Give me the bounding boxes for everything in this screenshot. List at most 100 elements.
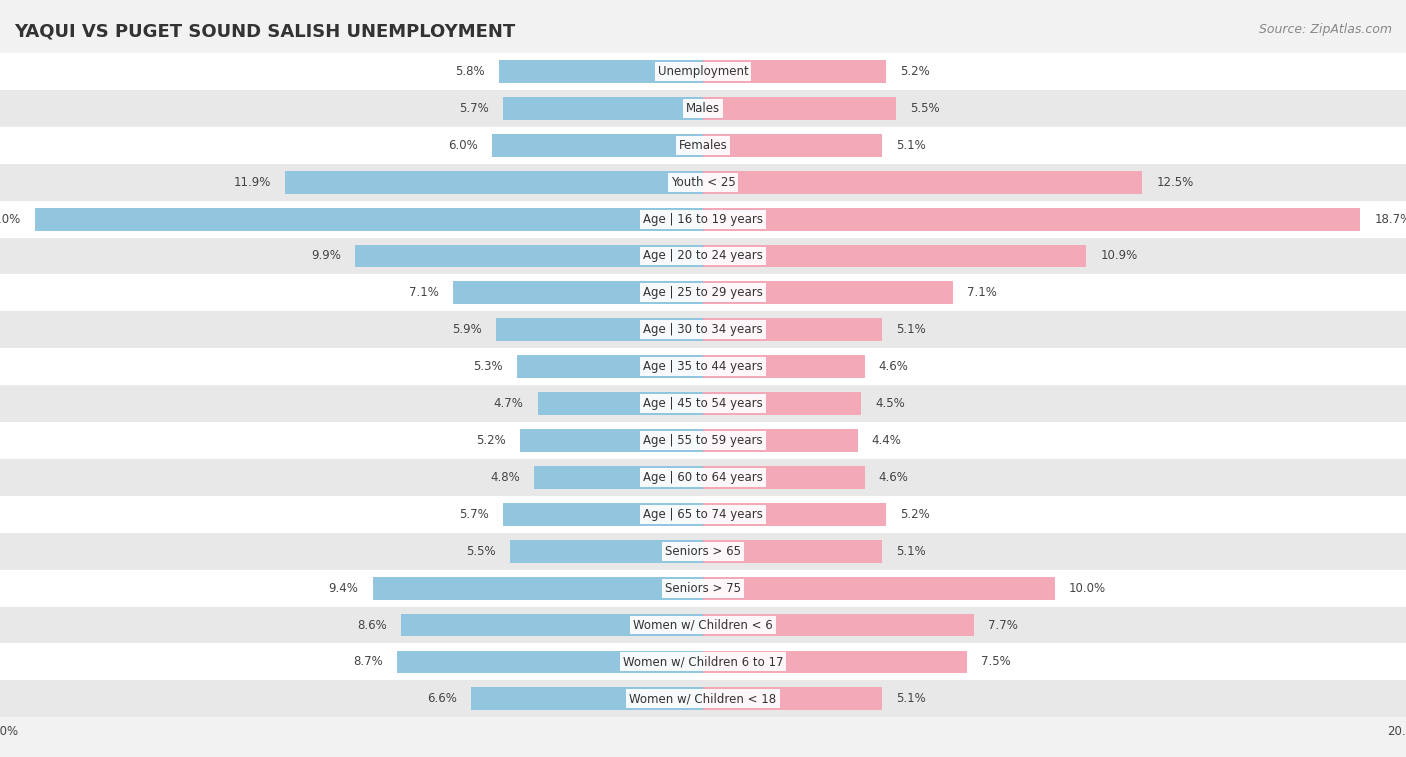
Text: Source: ZipAtlas.com: Source: ZipAtlas.com xyxy=(1258,23,1392,36)
Text: 5.2%: 5.2% xyxy=(477,434,506,447)
Bar xyxy=(703,97,897,120)
Text: 4.5%: 4.5% xyxy=(875,397,905,410)
Bar xyxy=(373,577,703,600)
Text: 7.5%: 7.5% xyxy=(981,656,1011,668)
Text: 5.7%: 5.7% xyxy=(458,508,489,521)
Bar xyxy=(703,466,865,489)
Bar xyxy=(354,245,703,267)
Text: Women w/ Children 6 to 17: Women w/ Children 6 to 17 xyxy=(623,656,783,668)
Text: 5.9%: 5.9% xyxy=(451,323,481,336)
Text: Age | 30 to 34 years: Age | 30 to 34 years xyxy=(643,323,763,336)
Bar xyxy=(496,319,703,341)
Bar xyxy=(703,540,883,562)
Bar xyxy=(0,275,1406,311)
Text: 7.1%: 7.1% xyxy=(409,286,439,299)
Bar xyxy=(454,282,703,304)
Text: 5.1%: 5.1% xyxy=(897,545,927,558)
Text: 12.5%: 12.5% xyxy=(1156,176,1194,188)
Bar xyxy=(703,245,1087,267)
Bar xyxy=(703,319,883,341)
Bar xyxy=(0,422,1406,459)
Text: 5.1%: 5.1% xyxy=(897,323,927,336)
Text: 5.2%: 5.2% xyxy=(900,508,929,521)
Bar xyxy=(703,134,883,157)
Text: Age | 65 to 74 years: Age | 65 to 74 years xyxy=(643,508,763,521)
Text: 6.6%: 6.6% xyxy=(427,693,457,706)
Bar xyxy=(520,429,703,452)
Text: Age | 20 to 24 years: Age | 20 to 24 years xyxy=(643,250,763,263)
Bar xyxy=(703,392,860,415)
Text: 8.7%: 8.7% xyxy=(353,656,382,668)
Bar xyxy=(510,540,703,562)
Text: 11.9%: 11.9% xyxy=(233,176,270,188)
Bar xyxy=(0,570,1406,606)
Bar xyxy=(499,60,703,83)
Bar xyxy=(703,503,886,526)
Bar xyxy=(285,171,703,194)
Text: 5.3%: 5.3% xyxy=(472,360,503,373)
Bar xyxy=(703,60,886,83)
Bar xyxy=(0,311,1406,348)
Bar xyxy=(503,503,703,526)
Text: Males: Males xyxy=(686,102,720,115)
Bar xyxy=(492,134,703,157)
Bar xyxy=(0,90,1406,127)
Bar xyxy=(0,53,1406,90)
Text: 9.4%: 9.4% xyxy=(329,581,359,595)
Text: 5.7%: 5.7% xyxy=(458,102,489,115)
Bar xyxy=(503,97,703,120)
Text: Age | 45 to 54 years: Age | 45 to 54 years xyxy=(643,397,763,410)
Bar xyxy=(703,355,865,378)
Text: 4.7%: 4.7% xyxy=(494,397,524,410)
Bar xyxy=(703,687,883,710)
Text: 10.9%: 10.9% xyxy=(1099,250,1137,263)
Text: 5.5%: 5.5% xyxy=(465,545,496,558)
Text: 4.8%: 4.8% xyxy=(491,471,520,484)
Bar xyxy=(703,614,973,637)
Text: Seniors > 75: Seniors > 75 xyxy=(665,581,741,595)
Bar xyxy=(0,606,1406,643)
Text: 4.6%: 4.6% xyxy=(879,360,908,373)
Text: 6.0%: 6.0% xyxy=(449,139,478,151)
Bar xyxy=(703,650,967,674)
Bar xyxy=(703,282,953,304)
Text: 10.0%: 10.0% xyxy=(1069,581,1105,595)
Bar xyxy=(0,127,1406,164)
Text: 5.8%: 5.8% xyxy=(456,65,485,78)
Text: Women w/ Children < 6: Women w/ Children < 6 xyxy=(633,618,773,631)
Text: Age | 60 to 64 years: Age | 60 to 64 years xyxy=(643,471,763,484)
Bar xyxy=(0,496,1406,533)
Text: 7.7%: 7.7% xyxy=(987,618,1018,631)
Text: Age | 25 to 29 years: Age | 25 to 29 years xyxy=(643,286,763,299)
Bar xyxy=(0,201,1406,238)
Text: 18.7%: 18.7% xyxy=(1374,213,1406,226)
Bar xyxy=(35,207,703,231)
Text: 19.0%: 19.0% xyxy=(0,213,21,226)
Bar xyxy=(0,459,1406,496)
Text: Age | 55 to 59 years: Age | 55 to 59 years xyxy=(643,434,763,447)
Bar xyxy=(0,643,1406,681)
Text: 5.1%: 5.1% xyxy=(897,139,927,151)
Bar xyxy=(703,577,1054,600)
Bar xyxy=(0,533,1406,570)
Text: Unemployment: Unemployment xyxy=(658,65,748,78)
Bar xyxy=(398,650,703,674)
Bar xyxy=(534,466,703,489)
Text: Age | 16 to 19 years: Age | 16 to 19 years xyxy=(643,213,763,226)
Text: 8.6%: 8.6% xyxy=(357,618,387,631)
Text: 5.5%: 5.5% xyxy=(911,102,941,115)
Bar xyxy=(0,238,1406,275)
Text: 5.2%: 5.2% xyxy=(900,65,929,78)
Text: YAQUI VS PUGET SOUND SALISH UNEMPLOYMENT: YAQUI VS PUGET SOUND SALISH UNEMPLOYMENT xyxy=(14,23,516,41)
Bar xyxy=(401,614,703,637)
Bar xyxy=(471,687,703,710)
Bar xyxy=(703,429,858,452)
Bar xyxy=(0,681,1406,718)
Bar xyxy=(517,355,703,378)
Bar xyxy=(0,385,1406,422)
Text: 9.9%: 9.9% xyxy=(311,250,340,263)
Text: 4.6%: 4.6% xyxy=(879,471,908,484)
Text: Age | 35 to 44 years: Age | 35 to 44 years xyxy=(643,360,763,373)
Text: 4.4%: 4.4% xyxy=(872,434,901,447)
Bar xyxy=(0,164,1406,201)
